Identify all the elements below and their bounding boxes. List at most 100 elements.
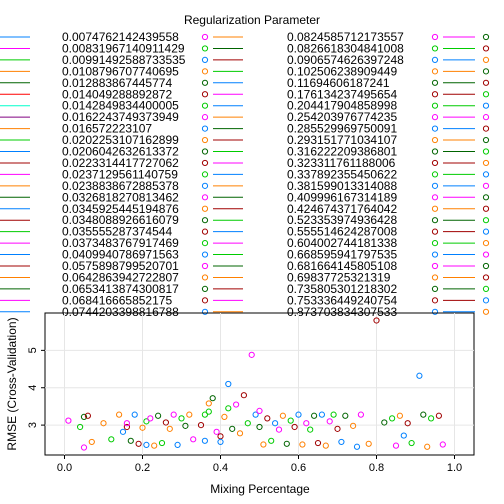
legend-marker [201, 240, 209, 247]
legend-marker [431, 297, 439, 304]
data-point [135, 440, 142, 447]
legend-marker [201, 79, 209, 86]
legend-marker [482, 217, 490, 224]
legend-marker [482, 56, 490, 64]
data-point [326, 418, 333, 425]
x-tick-label: 0.6 [291, 462, 306, 474]
legend-label: 0.11694606187241 [287, 76, 390, 90]
legend-label: 0.0826618304841008 [287, 41, 404, 55]
data-point [143, 418, 150, 425]
legend-marker [482, 205, 490, 212]
legend-marker [431, 228, 439, 235]
data-point [217, 438, 224, 446]
data-point [264, 415, 271, 422]
legend: Regularization Parameter 0.0074762142439… [0, 13, 490, 319]
legend-marker [482, 91, 490, 98]
legend-marker [431, 240, 439, 247]
data-point [392, 442, 400, 449]
data-point [279, 412, 286, 419]
plot-frame [44, 312, 475, 456]
legend-label: 0.068416665852175 [62, 293, 172, 307]
legend-marker [201, 56, 209, 64]
legend-label: 0.735805301218302 [287, 282, 397, 296]
data-point [295, 411, 302, 418]
data-point [408, 439, 415, 447]
data-point [373, 317, 380, 324]
legend-label: 0.0238838672885378 [62, 179, 179, 193]
data-point [131, 411, 138, 418]
legend-title: Regularization Parameter [184, 13, 320, 27]
legend-marker [482, 33, 490, 41]
data-point [174, 441, 181, 449]
legend-marker [201, 194, 209, 201]
data-point [400, 432, 407, 439]
data-point [123, 423, 131, 431]
legend-marker [431, 159, 439, 167]
data-point [127, 437, 134, 444]
data-point [439, 441, 446, 448]
data-point [166, 425, 173, 432]
data-point [139, 424, 146, 431]
legend-marker [482, 114, 490, 121]
legend-marker [201, 251, 209, 258]
legend-marker [201, 136, 209, 144]
data-point [365, 440, 372, 447]
legend-marker [431, 194, 439, 201]
legend-label: 0.523353974936428 [287, 213, 397, 227]
legend-label: 0.0326818270813462 [62, 190, 179, 204]
data-point [65, 417, 72, 424]
legend-label: 0.0744203398816788 [62, 305, 179, 319]
legend-marker [482, 228, 490, 235]
legend-marker [201, 148, 209, 155]
legend-marker [431, 79, 439, 86]
legend-marker [201, 182, 209, 189]
x-tick-label: 0.4 [213, 462, 228, 474]
data-point [178, 415, 185, 422]
legend-label: 0.681664145805108 [287, 259, 397, 273]
data-point [108, 436, 115, 443]
legend-marker [201, 102, 209, 109]
data-point [283, 440, 290, 447]
data-point [225, 405, 232, 412]
legend-marker [431, 148, 439, 155]
data-point [123, 420, 131, 427]
data-point [162, 419, 169, 426]
legend-marker [431, 182, 439, 189]
legend-label: 0.254203976774235 [287, 110, 397, 124]
legend-label: 0.0642863942722807 [62, 270, 179, 284]
plot-area: 0.0 0.2 0.4 0.6 0.8 1.0 3 4 5 Mixing Percentage… [5, 312, 475, 496]
legend-marker [482, 194, 490, 201]
data-point [100, 420, 107, 427]
legend-label: 0.00831967140911429 [62, 41, 185, 55]
legend-label: 0.337892355450622 [287, 167, 397, 181]
legend-marker [201, 159, 209, 167]
legend-marker [482, 125, 490, 132]
legend-marker [431, 68, 439, 75]
legend-marker [431, 205, 439, 212]
legend-label: 0.69837725321319 [287, 270, 391, 284]
legend-label: 0.0162243749373949 [62, 110, 179, 124]
legend-label: 0.555514624287008 [287, 225, 397, 239]
data-point [420, 411, 427, 418]
legend-label: 0.012883867445774 [62, 76, 172, 90]
data-point [170, 411, 177, 418]
data-point [275, 426, 283, 433]
y-axis-label: RMSE (Cross-Validation) [5, 317, 19, 450]
legend-marker [482, 285, 490, 292]
legend-marker [431, 56, 439, 64]
data-points [65, 317, 446, 451]
legend-label: 0.0409940786971563 [62, 248, 179, 262]
legend-marker [431, 114, 439, 121]
legend-marker [431, 33, 439, 41]
data-point [80, 444, 88, 451]
legend-marker [482, 102, 490, 109]
data-point [233, 401, 240, 408]
legend-marker [431, 102, 439, 109]
data-point [209, 395, 216, 402]
data-point [435, 412, 442, 419]
legend-marker [201, 297, 209, 304]
legend-label: 0.176134237495654 [287, 87, 397, 101]
y-tick-label: 3 [27, 422, 39, 428]
legend-label: 0.0575898799520701 [62, 259, 179, 273]
